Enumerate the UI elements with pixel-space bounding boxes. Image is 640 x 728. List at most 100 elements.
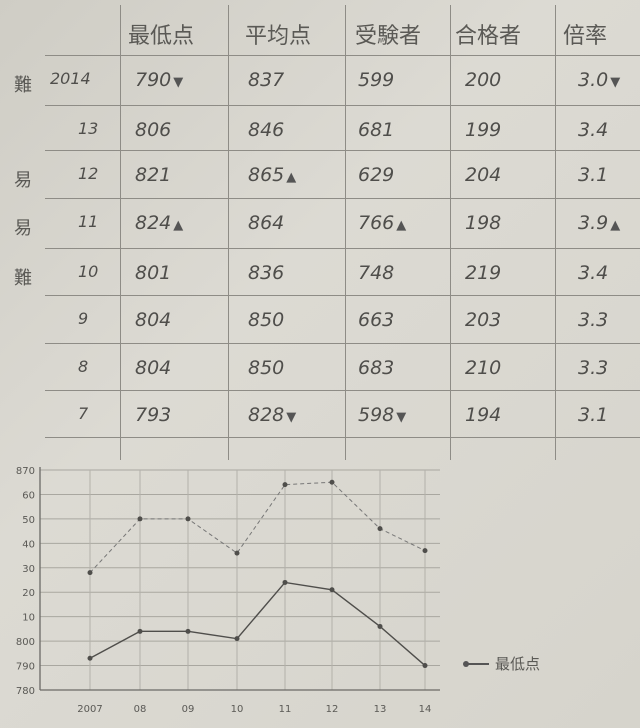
avg-score-point — [185, 516, 191, 522]
cell-value: 599 — [358, 69, 395, 91]
cell-value: 793 — [135, 404, 172, 426]
cell-value: 850 — [248, 357, 285, 379]
cell-value: 850 — [248, 309, 285, 331]
column-divider — [450, 5, 451, 460]
cell-value: 3.1 — [578, 164, 609, 186]
row-divider — [45, 198, 640, 199]
min-score-point — [87, 655, 93, 661]
x-tick-label: 14 — [419, 704, 432, 715]
legend-line-swatch — [463, 660, 489, 667]
ratio-cell: 3.3 — [578, 357, 608, 379]
x-tick-label: 13 — [374, 704, 387, 715]
cell-value: 864 — [248, 212, 285, 234]
examinees-cell: 683 — [358, 357, 394, 379]
avg-cell: 846 — [248, 119, 284, 141]
cell-value: 837 — [248, 69, 285, 91]
legend-label: 最低点 — [495, 655, 541, 673]
cell-value: 865 — [248, 164, 285, 186]
cell-value: 210 — [465, 357, 502, 379]
min-score-point — [234, 636, 240, 642]
avg-cell: 864 — [248, 212, 284, 234]
min-score-point — [422, 663, 428, 669]
min-score-point — [377, 623, 383, 629]
cell-value: 204 — [465, 164, 502, 186]
year-cell: 13 — [78, 119, 99, 138]
ratio-cell: 3.4 — [578, 262, 608, 284]
ratio-cell: 3.1 — [578, 164, 608, 186]
cell-value: 629 — [358, 164, 395, 186]
cell-value: 804 — [135, 309, 172, 331]
score-line-chart: 870 60 50 40 30 20 10 800 790 780 2007 08 09 10 11 12 13… — [16, 466, 440, 715]
cell-value: 219 — [465, 262, 502, 284]
min-cell: 824 ▲ — [135, 212, 183, 234]
avg-score-line — [89, 481, 426, 574]
cell-value: 846 — [248, 119, 285, 141]
column-divider — [120, 5, 121, 460]
row-divider — [45, 248, 640, 249]
up-triangle-icon: ▲ — [610, 218, 621, 233]
cell-value: 203 — [465, 309, 502, 331]
y-tick-label: 30 — [22, 564, 35, 575]
x-tick-label: 2007 — [77, 704, 102, 715]
cell-value: 828 — [248, 404, 285, 426]
cell-value: 3.9 — [578, 212, 609, 234]
min-score-point — [185, 628, 191, 634]
up-triangle-icon: ▲ — [173, 218, 184, 233]
column-header: 受験者 — [355, 24, 422, 49]
column-divider — [555, 5, 556, 460]
cell-value: 194 — [465, 404, 502, 426]
ratio-cell: 3.1 — [578, 404, 608, 426]
cell-value: 806 — [135, 119, 172, 141]
cell-value: 3.4 — [578, 119, 609, 141]
difficulty-label: 難 — [14, 268, 32, 289]
row-divider — [45, 150, 640, 151]
column-header: 平均点 — [245, 24, 312, 49]
up-triangle-icon: ▲ — [286, 170, 297, 185]
y-tick-label: 10 — [22, 613, 35, 624]
min-score-point — [137, 628, 143, 634]
ratio-cell: 3.9 ▲ — [578, 212, 620, 234]
passed-cell: 198 — [465, 212, 501, 234]
year-cell: 2014 — [50, 69, 91, 88]
min-cell: 804 — [135, 357, 171, 379]
down-triangle-icon: ▼ — [396, 410, 407, 425]
avg-score-point — [87, 570, 93, 576]
avg-score-point — [282, 482, 288, 488]
min-score-line — [89, 581, 426, 667]
passed-cell: 194 — [465, 404, 501, 426]
column-divider — [228, 5, 229, 460]
min-cell: 801 — [135, 262, 171, 284]
avg-cell: 850 — [248, 309, 284, 331]
examinees-cell: 748 — [358, 262, 394, 284]
avg-score-point — [422, 548, 428, 554]
column-header: 合格者 — [455, 24, 522, 49]
avg-score-point — [329, 479, 335, 485]
difficulty-label: 易 — [14, 170, 32, 191]
column-header: 倍率 — [563, 24, 608, 49]
cell-value: 766 — [358, 212, 395, 234]
passed-cell: 200 — [465, 69, 501, 91]
passed-cell: 203 — [465, 309, 501, 331]
cell-value: 3.1 — [578, 404, 609, 426]
avg-cell: 836 — [248, 262, 284, 284]
avg-score-point — [377, 526, 383, 532]
min-cell: 790 ▼ — [135, 69, 183, 91]
cell-value: 790 — [135, 69, 172, 91]
x-tick-label: 08 — [134, 704, 147, 715]
examinees-cell: 681 — [358, 119, 394, 141]
difficulty-label: 難 — [14, 75, 32, 96]
y-tick-label: 40 — [22, 539, 35, 550]
cell-value: 824 — [135, 212, 172, 234]
x-tick-label: 11 — [279, 704, 292, 715]
cell-value: 836 — [248, 262, 285, 284]
avg-score-point — [137, 516, 143, 522]
passed-cell: 199 — [465, 119, 501, 141]
x-tick-label: 09 — [182, 704, 195, 715]
avg-cell: 865 ▲ — [248, 164, 296, 186]
avg-cell: 850 — [248, 357, 284, 379]
year-cell: 12 — [78, 164, 99, 183]
min-cell: 821 — [135, 164, 171, 186]
cell-value: 3.4 — [578, 262, 609, 284]
down-triangle-icon: ▼ — [286, 410, 297, 425]
cell-value: 198 — [465, 212, 502, 234]
